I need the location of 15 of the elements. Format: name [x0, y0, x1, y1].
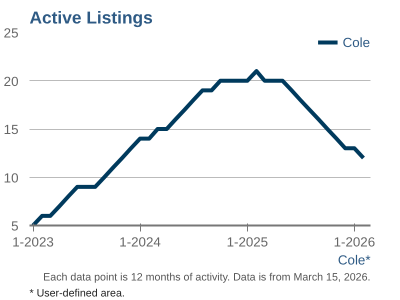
y-tick-label: 10 — [4, 170, 19, 186]
y-tick-label: 20 — [4, 74, 19, 89]
y-tick-label: 15 — [4, 122, 19, 137]
line-series — [31, 69, 366, 226]
chart-title: Active Listings — [30, 8, 153, 28]
legend-label: Cole — [342, 34, 370, 50]
text: Cole* — [338, 252, 371, 268]
x-tick-label: 1-2026 — [334, 234, 376, 250]
x-tick-label: 1-2025 — [226, 234, 268, 250]
text: * User-defined area. — [30, 288, 125, 300]
x-tick-label: 1-2024 — [119, 234, 162, 250]
x-tick-label: 1-2023 — [12, 234, 54, 250]
y-tick-label: 25 — [4, 26, 19, 40]
y-tick-label: 5 — [11, 218, 19, 234]
text: Each data point is 12 months of activity. Data is from March 15, 2026. — [43, 272, 371, 284]
